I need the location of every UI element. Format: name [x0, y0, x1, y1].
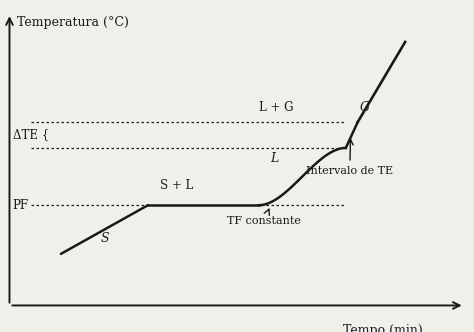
- Text: PF: PF: [13, 199, 29, 212]
- Text: Tempo (min): Tempo (min): [343, 324, 422, 332]
- Text: L: L: [271, 152, 279, 165]
- Text: TF constante: TF constante: [227, 209, 301, 226]
- Text: Intervalo de TE: Intervalo de TE: [306, 139, 393, 176]
- Text: ΔTE {: ΔTE {: [13, 128, 49, 141]
- Text: Temperatura (°C): Temperatura (°C): [18, 16, 129, 29]
- Text: G: G: [360, 101, 370, 114]
- Text: S + L: S + L: [160, 179, 193, 193]
- Text: S: S: [100, 232, 109, 245]
- Text: L + G: L + G: [259, 101, 293, 114]
